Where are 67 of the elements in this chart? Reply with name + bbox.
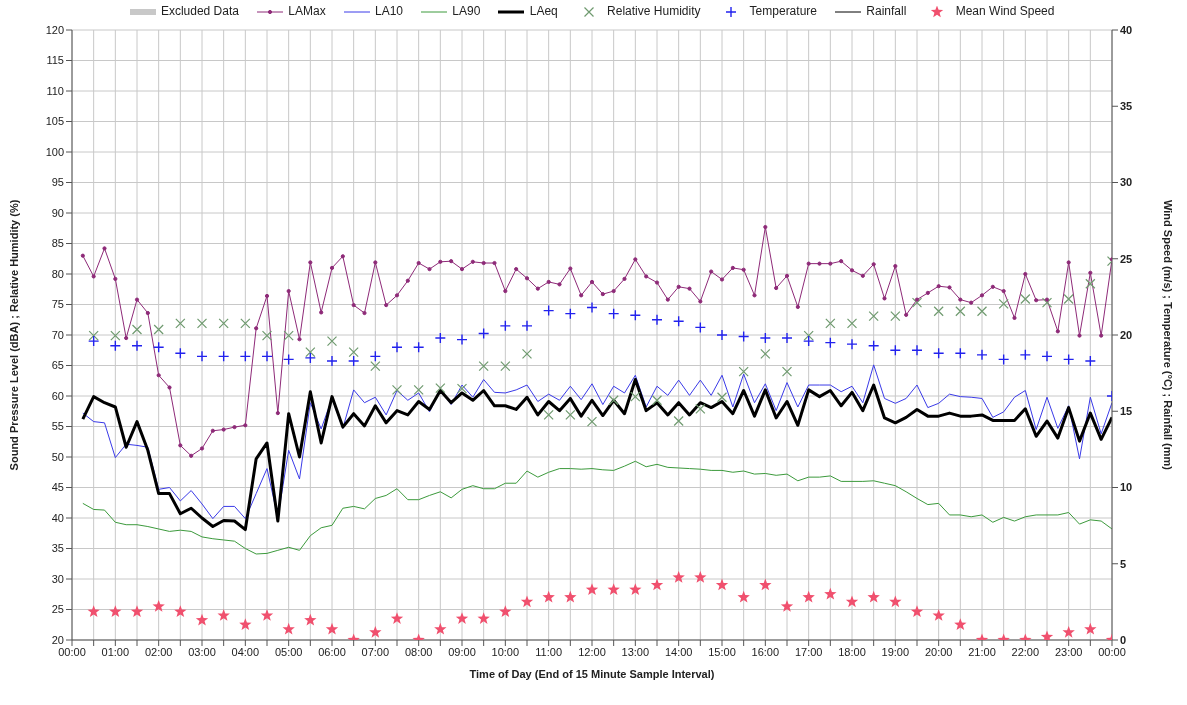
x-tick-label: 06:00 [318,645,346,658]
y-tick-label: 115 [46,54,64,67]
x-tick-label: 22:00 [1011,645,1040,658]
y-tick-label: 110 [46,84,64,97]
x-axis-title: Time of Day (End of 15 Minute Sample Interval) [469,668,715,680]
x-tick-label: 02:00 [144,645,173,658]
legend-label: Rainfall [865,4,907,18]
y-tick-label: 120 [45,23,64,36]
y-tick-label: 75 [51,298,64,311]
x-tick-label: 00:00 [58,645,86,658]
x-tick-label: 12:00 [578,645,606,658]
y2-axis-title: Wind Speed (m/s) ; Temperature (°C) ; Rainfall (mm) [1162,200,1175,471]
y-tick-label: 80 [51,267,64,280]
y-tick-label: 30 [51,572,64,585]
legend-label: Excluded Data [159,4,239,18]
y2-tick-label: 10 [1120,481,1133,494]
legend-label: LA90 [451,4,481,18]
x-tick-label: 00:00 [1098,645,1126,658]
y-tick-label: 40 [51,511,64,524]
x-tick-label: 08:00 [404,645,433,658]
y-axis-title: Sound Pressure Level (dBA) ; Relative Humidity (%) [7,199,20,471]
legend-label: LAMax [287,4,326,18]
y2-tick-label: 15 [1120,405,1133,418]
x-tick-label: 14:00 [664,645,693,658]
x-tick-label: 15:00 [708,645,736,658]
x-tick-label: 05:00 [274,645,303,658]
y-tick-label: 55 [51,420,64,433]
y2-tick-label: 5 [1120,557,1127,570]
legend-label: Mean Wind Speed [954,4,1055,18]
y-tick-label: 105 [45,115,64,128]
y-tick-label: 70 [51,328,64,341]
y-tick-label: 65 [51,359,64,372]
legend-label: LA10 [374,4,404,18]
y-tick-label: 95 [51,176,64,189]
y-tick-label: 50 [51,450,64,463]
y-tick-label: 25 [51,603,64,616]
y-tick-label: 45 [51,481,64,494]
y2-tick-label: 35 [1120,100,1133,113]
x-tick-label: 17:00 [794,645,823,658]
x-tick-label: 13:00 [621,645,650,658]
y2-tick-label: 25 [1120,252,1133,265]
x-tick-label: 18:00 [838,645,866,658]
x-tick-label: 04:00 [231,645,260,658]
y2-tick-label: 0 [1120,633,1127,646]
x-tick-label: 19:00 [881,645,910,658]
y-tick-label: 90 [51,206,64,219]
legend-label: Relative Humidity [606,4,701,18]
x-tick-label: 16:00 [751,645,780,658]
y-tick-label: 35 [51,542,64,555]
y2-tick-label: 40 [1120,23,1133,36]
y-tick-label: 60 [51,389,64,402]
legend-label: LAeq [528,4,558,18]
x-tick-label: 07:00 [361,645,390,658]
x-tick-label: 23:00 [1054,645,1083,658]
y-tick-label: 85 [51,237,64,250]
x-tick-label: 03:00 [188,645,216,658]
x-tick-label: 09:00 [448,645,476,658]
y2-tick-label: 20 [1120,328,1133,341]
x-tick-label: 10:00 [491,645,520,658]
y-tick-label: 100 [45,145,64,158]
y2-tick-label: 30 [1120,176,1133,189]
x-tick-label: 11:00 [535,645,563,658]
y-tick-label: 20 [51,633,64,646]
x-tick-label: 01:00 [101,645,130,658]
x-tick-label: 21:00 [968,645,996,658]
legend-label: Temperature [748,4,817,18]
x-tick-label: 20:00 [924,645,953,658]
